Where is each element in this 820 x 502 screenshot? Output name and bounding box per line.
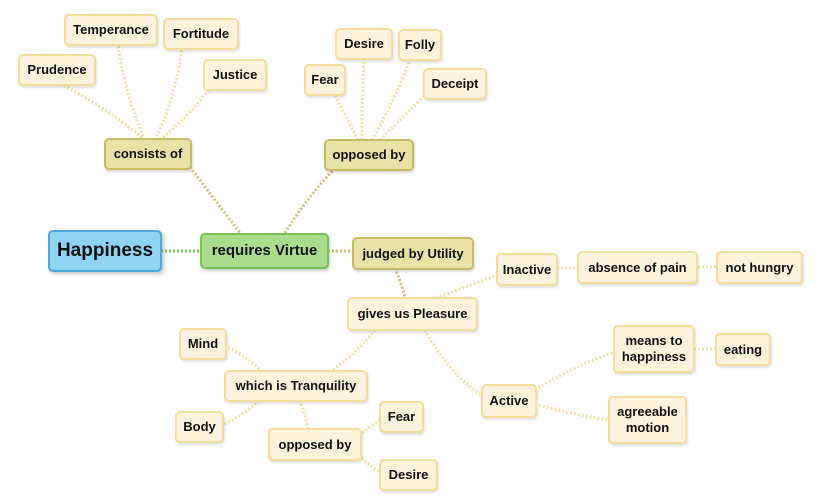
node-prudence[interactable]: Prudence [18,54,96,86]
node-desire-top[interactable]: Desire [335,28,393,60]
link-opposed-deceipt [378,88,432,142]
node-consists-of[interactable]: consists of [104,138,192,170]
link-opposed-virtue [283,166,337,234]
node-inactive[interactable]: Inactive [496,253,558,286]
node-temperance[interactable]: Temperance [64,14,158,46]
node-eating[interactable]: eating [715,333,771,366]
node-fear-bottom[interactable]: Fear [379,401,424,433]
node-desire-bottom[interactable]: Desire [379,459,438,491]
node-agreeable-motion[interactable]: agreeable motion [608,396,687,444]
node-requires-virtue[interactable]: requires Virtue [200,233,329,269]
node-mind[interactable]: Mind [179,328,227,360]
link-active-means [534,350,616,392]
link-pleasure-tranquility [329,329,377,374]
link-opposed-desire [360,59,366,141]
link-tranquility-body [221,396,264,427]
node-judged-by-utility[interactable]: judged by Utility [352,237,474,270]
link-consists-temperance [116,44,147,141]
link-active-agreeable [534,402,611,422]
node-body[interactable]: Body [175,411,224,443]
node-deceipt[interactable]: Deceipt [423,68,487,100]
link-opposedby-desire [354,450,381,474]
link-utility-pleasure [393,267,407,298]
link-consists-virtue [188,166,242,234]
node-happiness[interactable]: Happiness [48,230,162,272]
link-consists-prudence [62,83,146,142]
node-not-hungry[interactable]: not hungry [716,251,803,284]
node-which-is-tranquility[interactable]: which is Tranquility [224,370,368,402]
link-consists-fortitude [153,47,184,141]
node-fortitude[interactable]: Fortitude [163,18,239,50]
link-opposed-fear [333,94,360,141]
link-tranquility-opposedby [298,399,310,429]
link-pleasure-active [423,329,483,397]
node-justice[interactable]: Justice [203,59,267,91]
node-means-to-happiness[interactable]: means to happiness [613,325,695,373]
node-folly[interactable]: Folly [398,29,442,61]
node-opposed-by-top[interactable]: opposed by [324,139,414,171]
node-gives-us-pleasure[interactable]: gives us Pleasure [347,297,478,331]
node-fear-top[interactable]: Fear [304,64,346,96]
link-pleasure-inactive [439,273,499,299]
link-tranquility-mind [223,343,264,374]
node-active[interactable]: Active [481,384,537,418]
link-opposed-folly [370,59,412,141]
node-opposed-by-bottom[interactable]: opposed by [268,428,362,461]
node-absence-of-pain[interactable]: absence of pain [577,251,698,284]
link-consists-justice [159,87,212,142]
